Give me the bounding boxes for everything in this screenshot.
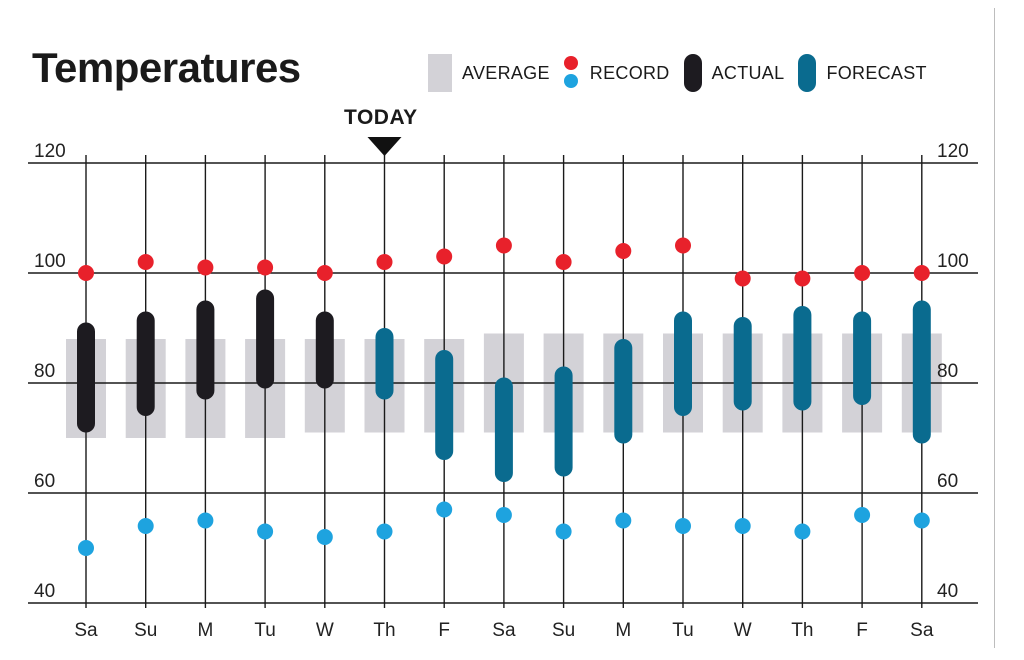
chart-title: Temperatures [32, 44, 301, 91]
legend: AVERAGE RECORD ACTUAL FORECAST [428, 54, 941, 92]
record-high-dot [257, 259, 274, 276]
x-tick-label: F [438, 620, 450, 641]
average-swatch [428, 54, 452, 92]
record-high-dot [376, 254, 393, 270]
x-tick-label: F [856, 620, 868, 641]
record-low-dot [913, 512, 930, 529]
record-low-dot [78, 540, 94, 556]
forecast-bar [614, 339, 633, 444]
legend-item-average: AVERAGE [428, 54, 550, 92]
x-tick-label: W [734, 620, 752, 641]
record-low-dot [734, 518, 751, 534]
legend-label-forecast: FORECAST [826, 62, 927, 83]
record-high-dot [675, 237, 691, 254]
record-low-dot [794, 523, 811, 540]
x-tick-label: Su [552, 620, 575, 641]
record-low-dot [854, 507, 871, 523]
legend-label-actual: ACTUAL [711, 62, 785, 83]
forecast-bar [554, 366, 573, 477]
actual-bar [196, 300, 215, 400]
record-low-dot [137, 518, 154, 534]
x-tick-label: Su [134, 620, 157, 641]
record-low-dot [197, 512, 214, 529]
forecast-swatch [798, 54, 817, 92]
y-tick-label-right: 120 [937, 141, 969, 162]
forecast-bar [435, 350, 454, 460]
record-high-dot [913, 265, 930, 281]
record-high-dot [854, 265, 871, 281]
record-high-dot [436, 248, 453, 265]
record-high-dot [794, 270, 811, 287]
forecast-bar [494, 377, 513, 482]
legend-item-actual: ACTUAL [683, 54, 785, 92]
x-tick-label: M [197, 620, 213, 641]
forecast-bar [912, 300, 931, 444]
x-tick-label: Sa [74, 620, 98, 641]
record-low-dot [495, 507, 512, 523]
record-high-dot [78, 265, 94, 281]
record-high-dot [316, 265, 333, 281]
x-tick-label: W [316, 620, 334, 641]
record-low-dot [555, 523, 572, 540]
record-low-dot [675, 518, 691, 534]
record-swatch [563, 56, 578, 90]
y-tick-label-left: 100 [34, 251, 66, 272]
record-low-dot [257, 523, 274, 540]
y-tick-label-right: 60 [937, 471, 958, 492]
record-high-dot [495, 237, 512, 254]
y-tick-label-right: 40 [937, 581, 958, 602]
legend-item-forecast: FORECAST [798, 54, 927, 92]
y-tick-label-left: 80 [34, 361, 55, 382]
x-tick-label: M [615, 620, 631, 641]
record-high-dot [197, 259, 214, 276]
forecast-bar [793, 306, 812, 411]
y-tick-label-left: 60 [34, 471, 55, 492]
record-low-dot [615, 512, 632, 529]
x-tick-label: Th [791, 620, 813, 641]
x-tick-label: Th [373, 620, 395, 641]
actual-swatch [683, 54, 702, 92]
legend-label-record: RECORD [589, 62, 670, 83]
x-tick-label: Sa [492, 620, 516, 641]
forecast-bar [853, 311, 872, 405]
y-tick-label-right: 80 [937, 361, 958, 382]
actual-bar [315, 311, 334, 389]
today-label: TODAY [344, 106, 418, 129]
forecast-bar [733, 317, 752, 411]
record-low-dot [436, 501, 453, 518]
legend-item-record: RECORD [563, 56, 670, 90]
actual-bar [256, 289, 275, 389]
actual-bar [136, 311, 155, 416]
y-tick-label-left: 40 [34, 581, 55, 602]
today-marker-icon [367, 137, 402, 156]
x-tick-label: Tu [254, 620, 275, 641]
x-tick-label: Sa [910, 620, 934, 641]
actual-bar [77, 322, 95, 433]
image-edge-line [994, 8, 995, 648]
record-low-dot-swatch [563, 74, 578, 88]
record-low-dot [376, 523, 393, 540]
record-high-dot [555, 254, 572, 270]
record-high-dot [734, 270, 751, 287]
legend-label-average: AVERAGE [462, 62, 550, 83]
y-tick-label-left: 120 [34, 141, 66, 162]
forecast-bar [375, 328, 394, 400]
record-low-dot [316, 529, 333, 545]
record-high-dot-swatch [563, 56, 578, 70]
record-high-dot [137, 254, 154, 270]
forecast-bar [674, 311, 692, 416]
x-tick-label: Tu [672, 620, 693, 641]
record-high-dot [615, 243, 632, 259]
y-tick-label-right: 100 [937, 251, 969, 272]
